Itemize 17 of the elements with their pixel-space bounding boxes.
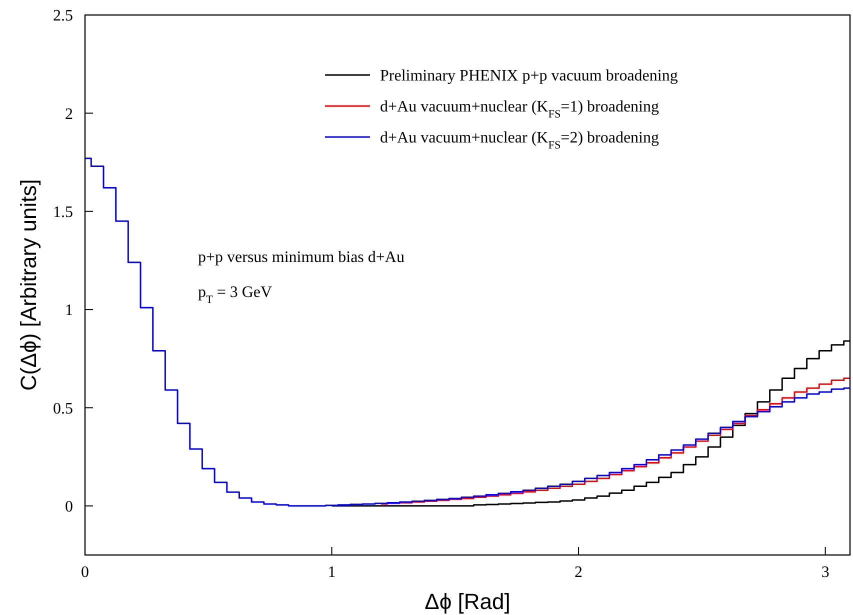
y-tick-label: 2 (65, 106, 73, 123)
x-tick-label: 0 (81, 564, 89, 581)
x-axis-title: Δϕ [Rad] (424, 589, 510, 614)
y-tick-label: 0.5 (53, 400, 73, 418)
y-tick-label: 0 (65, 498, 73, 516)
y-tick-label: 1.5 (53, 204, 73, 221)
legend-label: Preliminary PHENIX p+p vacuum broadening (380, 68, 678, 85)
y-axis-title: C(Δϕ) [Arbitrary units] (16, 179, 41, 391)
x-tick-label: 3 (821, 564, 830, 581)
y-tick-label: 1 (65, 302, 73, 320)
annotation: p$_{T}$ = 3 GeV (198, 284, 273, 306)
annotation: p+p versus minimum bias d+Au (198, 249, 404, 266)
legend-label: d+Au vacuum+nuclear (K$_{FS}$=1) broadening (380, 98, 659, 121)
legend-label: d+Au vacuum+nuclear (K$_{FS}$=2) broadening (380, 130, 659, 152)
x-tick-label: 2 (574, 564, 583, 581)
y-tick-label: 2.5 (53, 8, 73, 25)
x-tick-label: 1 (328, 564, 336, 581)
